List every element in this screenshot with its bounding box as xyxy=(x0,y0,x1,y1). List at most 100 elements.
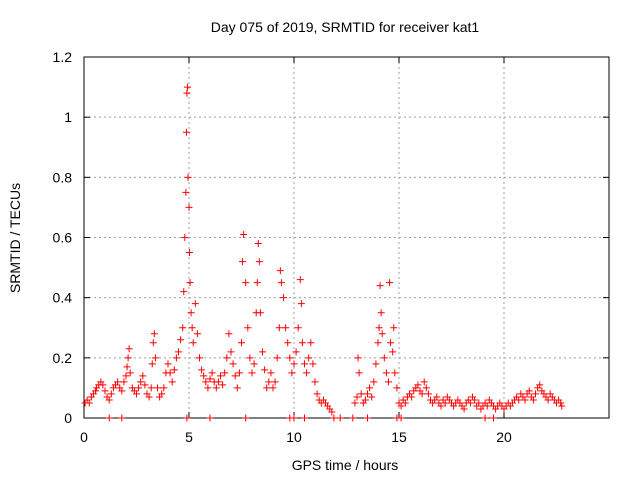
data-point xyxy=(214,378,222,386)
data-point xyxy=(168,378,176,386)
data-point xyxy=(122,372,130,380)
grid xyxy=(84,57,609,418)
data-point xyxy=(135,384,143,392)
data-point xyxy=(265,378,273,386)
data-point xyxy=(183,89,191,97)
data-point xyxy=(420,378,428,386)
y-tick-label: 0.8 xyxy=(53,169,73,185)
data-point xyxy=(154,384,161,392)
data-point xyxy=(354,354,362,362)
x-tick-label: 0 xyxy=(80,429,88,445)
data-point xyxy=(254,240,262,248)
data-point xyxy=(357,390,365,398)
data-point xyxy=(353,393,361,401)
data-point xyxy=(525,387,533,395)
data-point xyxy=(471,396,479,404)
data-point xyxy=(361,396,369,404)
data-point xyxy=(460,405,468,413)
data-point xyxy=(124,354,132,362)
data-point xyxy=(387,339,395,347)
data-point xyxy=(185,249,193,257)
data-point xyxy=(393,384,401,392)
data-point xyxy=(250,360,258,368)
data-point xyxy=(193,330,201,338)
data-point xyxy=(158,390,166,398)
x-tick-label: 5 xyxy=(185,429,193,445)
data-point xyxy=(261,366,269,374)
data-point xyxy=(294,324,302,332)
data-point xyxy=(386,279,394,287)
data-point xyxy=(389,348,397,356)
data-point xyxy=(364,390,371,398)
data-point xyxy=(137,378,145,386)
data-point xyxy=(349,414,357,422)
axis-ticks xyxy=(83,56,609,419)
data-point xyxy=(255,258,263,266)
data-point xyxy=(259,348,266,356)
data-point xyxy=(191,300,199,308)
y-axis-label: SRMTID / TECUs xyxy=(7,183,23,293)
data-point xyxy=(242,279,250,287)
data-point xyxy=(175,348,182,356)
data-point xyxy=(105,414,113,422)
chart-title: Day 075 of 2019, SRMTID for receiver kat… xyxy=(211,19,480,35)
data-point xyxy=(200,372,208,380)
data-point xyxy=(277,279,285,287)
data-point xyxy=(375,324,383,332)
data-point xyxy=(151,354,159,362)
data-point xyxy=(481,414,489,422)
data-point xyxy=(145,393,153,401)
data-point xyxy=(99,381,107,389)
data-point xyxy=(242,414,250,422)
data-point xyxy=(244,324,252,332)
data-point xyxy=(401,399,409,407)
data-point xyxy=(246,354,254,362)
data-point xyxy=(206,414,214,422)
data-point xyxy=(188,324,196,332)
data-point xyxy=(182,128,190,136)
data-point xyxy=(377,309,385,317)
data-point xyxy=(437,402,445,410)
data-point xyxy=(284,339,292,347)
data-point xyxy=(433,393,441,401)
data-point xyxy=(301,360,308,368)
data-point xyxy=(221,369,229,377)
data-point xyxy=(351,399,359,407)
data-point xyxy=(141,381,149,389)
data-point xyxy=(196,354,203,362)
data-point xyxy=(204,384,212,392)
data-point xyxy=(189,339,197,347)
data-point xyxy=(364,414,371,422)
x-tick-label: 20 xyxy=(496,429,512,445)
x-tick-label: 10 xyxy=(286,429,302,445)
axis-tick-labels: 0 5 10 15 20 0 0.2 0.4 0.6 0.8 1 1.2 xyxy=(53,49,512,445)
data-point xyxy=(183,414,191,422)
data-point xyxy=(172,354,180,362)
data-point xyxy=(296,276,304,284)
data-point xyxy=(424,390,432,398)
data-point xyxy=(466,399,474,407)
data-point xyxy=(414,381,422,389)
y-tick-label: 0.4 xyxy=(53,290,73,306)
y-tick-label: 0 xyxy=(64,410,72,426)
y-tick-label: 0.6 xyxy=(53,230,73,246)
data-point xyxy=(372,360,380,368)
data-point xyxy=(177,336,185,344)
data-point xyxy=(380,354,388,362)
data-point xyxy=(544,396,552,404)
data-point xyxy=(557,399,565,407)
data-point xyxy=(305,354,313,362)
data-point xyxy=(408,393,416,401)
data-point xyxy=(397,414,405,422)
data-point xyxy=(219,381,227,389)
data-point xyxy=(490,414,497,422)
data-point xyxy=(217,372,224,380)
data-point xyxy=(206,375,214,383)
data-point xyxy=(290,414,298,422)
data-point xyxy=(515,396,523,404)
data-point xyxy=(368,393,376,401)
data-point xyxy=(118,414,126,422)
data-point xyxy=(313,390,321,398)
y-tick-label: 0.2 xyxy=(53,350,73,366)
data-point xyxy=(170,366,178,374)
